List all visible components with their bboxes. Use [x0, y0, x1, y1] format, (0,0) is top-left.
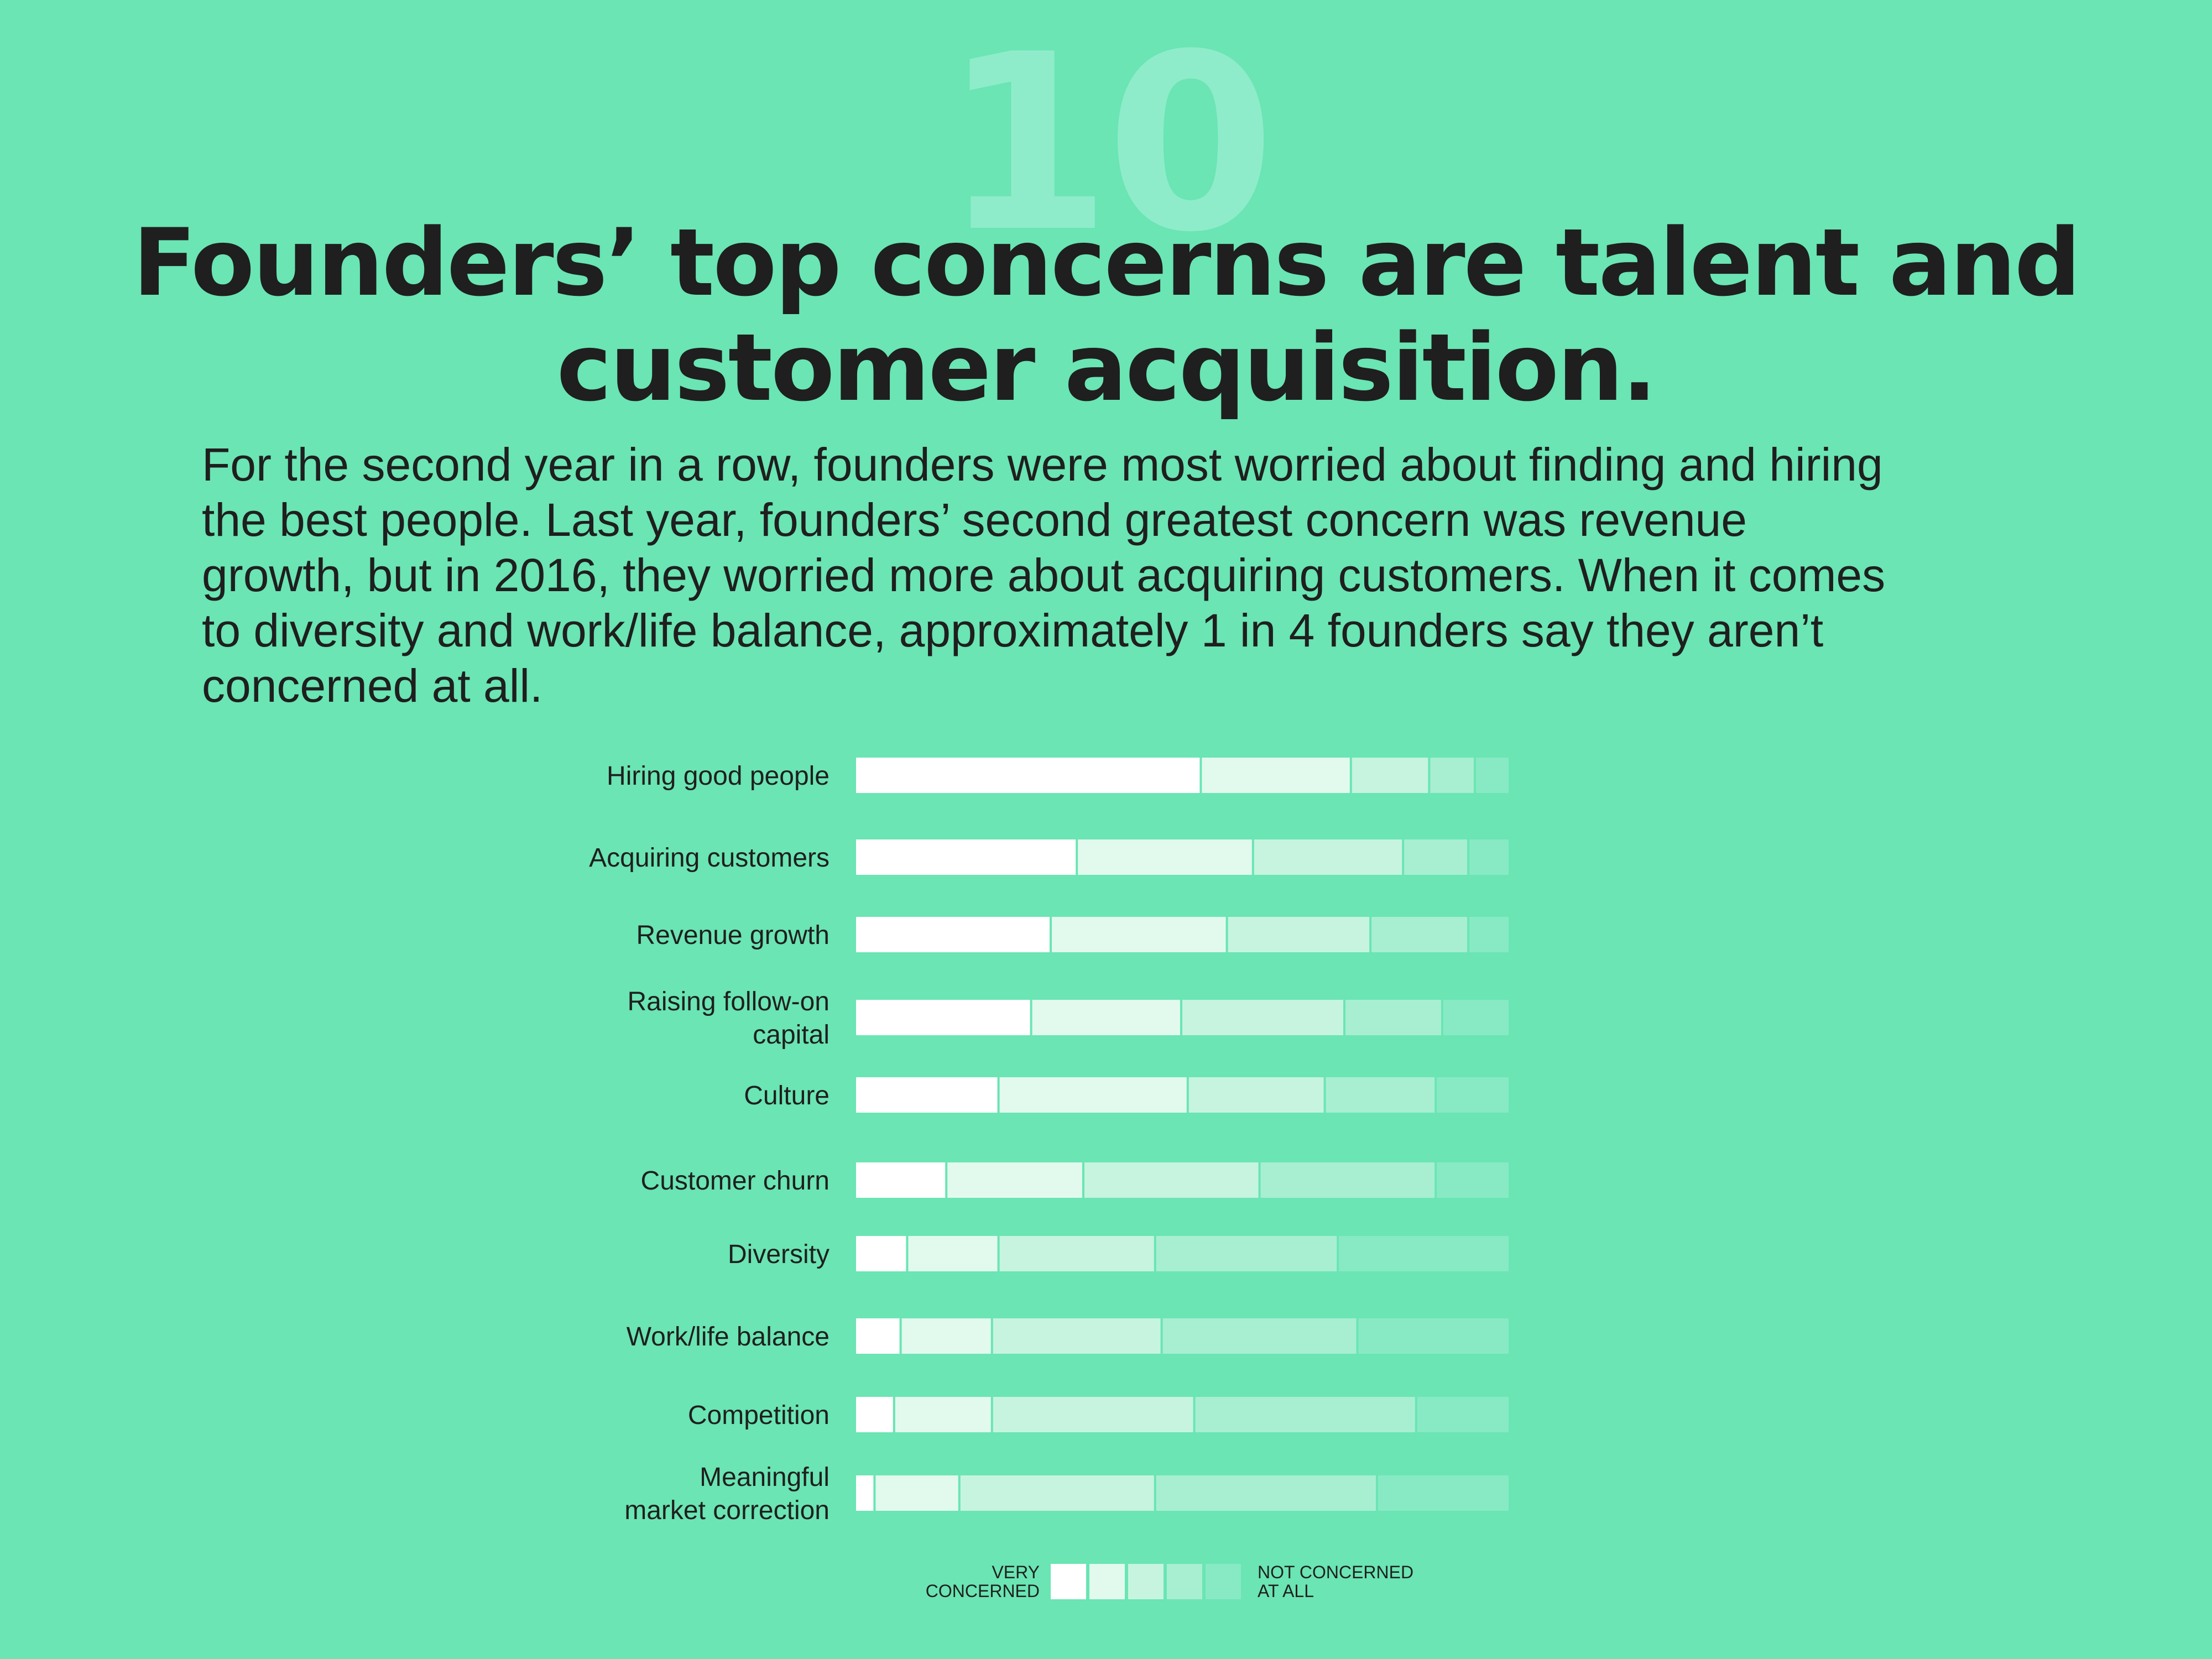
bar-segment-acquiring-customers-level-4: [1404, 839, 1468, 875]
bar-segment-competition-level-4: [1195, 1397, 1415, 1432]
title-line: Founders’ top concerns are talent and: [133, 208, 2081, 317]
category-label-customer-churn: Customer churn: [641, 1166, 830, 1196]
bar-segment-meaningful-market-correction-level-1: [856, 1475, 874, 1511]
bar-segment-customer-churn-level-1: [856, 1162, 946, 1198]
bar-segment-raising-follow-on-capital-level-2: [1032, 1000, 1180, 1035]
bar-segment-customer-churn-level-3: [1084, 1162, 1259, 1198]
section-number: 10: [942, 2, 1275, 285]
legend-label-not-concerned: NOT CONCERNED: [1258, 1562, 1413, 1582]
legend-swatch-level-3: [1128, 1564, 1164, 1599]
title-line: customer acquisition.: [556, 314, 1657, 422]
bar-segment-competition-level-2: [895, 1397, 991, 1432]
bar-segment-revenue-growth-level-2: [1052, 917, 1226, 952]
bar-segment-competition-level-1: [856, 1397, 893, 1432]
legend-label-very-concerned: CONCERNED: [926, 1581, 1040, 1601]
bar-segment-diversity-level-5: [1339, 1236, 1509, 1271]
legend-label-very-concerned: VERY: [992, 1562, 1040, 1582]
bar-segment-work-life-balance-level-2: [901, 1318, 991, 1354]
bar-segment-revenue-growth-level-5: [1469, 917, 1509, 952]
legend-label-not-concerned: AT ALL: [1258, 1581, 1314, 1601]
category-label-hiring-good-people: Hiring good people: [607, 761, 830, 791]
bar-segment-diversity-level-2: [908, 1236, 998, 1271]
category-label-meaningful-market-correction: Meaningful: [700, 1463, 830, 1492]
category-label-raising-follow-on-capital: Raising follow-on: [627, 987, 830, 1016]
category-label-raising-follow-on-capital: capital: [753, 1020, 830, 1050]
bar-segment-meaningful-market-correction-level-3: [960, 1475, 1154, 1511]
category-label-meaningful-market-correction: market correction: [624, 1496, 830, 1525]
intro-line: the best people. Last year, founders’ se…: [202, 494, 1747, 546]
bar-segment-diversity-level-4: [1156, 1236, 1337, 1271]
bar-segment-meaningful-market-correction-level-2: [875, 1475, 958, 1511]
bar-segment-raising-follow-on-capital-level-5: [1443, 1000, 1509, 1035]
category-label-revenue-growth: Revenue growth: [636, 921, 830, 950]
category-label-culture: Culture: [744, 1081, 830, 1110]
intro-paragraph: For the second year in a row, founders w…: [202, 437, 2110, 713]
bar-segment-customer-churn-level-5: [1437, 1162, 1509, 1198]
bar-segment-work-life-balance-level-4: [1162, 1318, 1357, 1354]
bar-segment-acquiring-customers-level-5: [1469, 839, 1509, 875]
bar-segment-culture-level-3: [1188, 1077, 1324, 1113]
legend-swatch-level-1: [1051, 1564, 1086, 1599]
legend-swatch-level-2: [1089, 1564, 1125, 1599]
bar-segment-work-life-balance-level-5: [1358, 1318, 1509, 1354]
bar-segment-diversity-level-3: [999, 1236, 1154, 1271]
category-label-diversity: Diversity: [728, 1240, 830, 1269]
bar-segment-diversity-level-1: [856, 1236, 906, 1271]
bar-segment-acquiring-customers-level-2: [1078, 839, 1252, 875]
category-label-acquiring-customers: Acquiring customers: [589, 843, 830, 873]
bar-segment-customer-churn-level-2: [947, 1162, 1082, 1198]
bar-segment-revenue-growth-level-4: [1371, 917, 1468, 952]
bar-segment-culture-level-5: [1437, 1077, 1509, 1113]
bar-segment-work-life-balance-level-3: [993, 1318, 1161, 1354]
bar-segment-meaningful-market-correction-level-4: [1156, 1475, 1376, 1511]
bar-segment-hiring-good-people-level-4: [1430, 758, 1474, 793]
intro-line: For the second year in a row, founders w…: [202, 439, 1883, 491]
bar-segment-meaningful-market-correction-level-5: [1378, 1475, 1509, 1511]
bar-segment-work-life-balance-level-1: [856, 1318, 900, 1354]
legend-swatch-level-4: [1167, 1564, 1202, 1599]
bar-segment-culture-level-4: [1326, 1077, 1435, 1113]
bar-segment-raising-follow-on-capital-level-3: [1182, 1000, 1343, 1035]
bar-segment-acquiring-customers-level-3: [1254, 839, 1402, 875]
category-label-work-life-balance: Work/life balance: [627, 1322, 830, 1352]
bar-segment-acquiring-customers-level-1: [856, 839, 1076, 875]
bar-segment-competition-level-5: [1417, 1397, 1509, 1432]
bar-segment-hiring-good-people-level-2: [1202, 758, 1350, 793]
bar-segment-hiring-good-people-level-5: [1476, 758, 1509, 793]
bar-segment-raising-follow-on-capital-level-1: [856, 1000, 1030, 1035]
intro-line: growth, but in 2016, they worried more a…: [202, 549, 1886, 601]
category-label-competition: Competition: [688, 1401, 830, 1430]
page-title: Founders’ top concerns are talent and cu…: [55, 210, 2157, 420]
bar-segment-competition-level-3: [993, 1397, 1193, 1432]
bar-segment-raising-follow-on-capital-level-4: [1345, 1000, 1441, 1035]
bar-segment-customer-churn-level-4: [1260, 1162, 1435, 1198]
bar-segment-hiring-good-people-level-3: [1352, 758, 1428, 793]
legend-swatch-level-5: [1206, 1564, 1241, 1599]
bar-segment-hiring-good-people-level-1: [856, 758, 1200, 793]
intro-line: concerned at all.: [202, 660, 543, 712]
bar-segment-revenue-growth-level-1: [856, 917, 1050, 952]
bar-segment-culture-level-2: [999, 1077, 1187, 1113]
bar-segment-revenue-growth-level-3: [1228, 917, 1370, 952]
bar-segment-culture-level-1: [856, 1077, 998, 1113]
intro-line: to diversity and work/life balance, appr…: [202, 604, 1824, 656]
